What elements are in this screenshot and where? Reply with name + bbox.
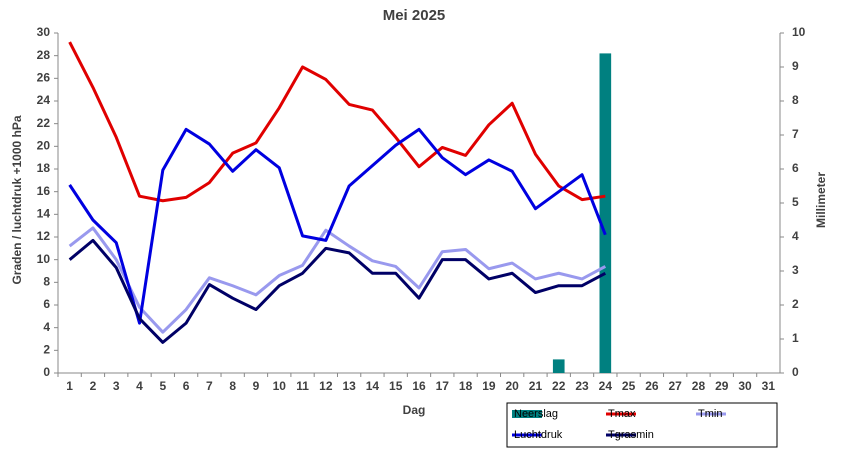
legend-label: Tgrasmin bbox=[608, 429, 654, 441]
y2-axis-label: Millimeter bbox=[814, 172, 828, 228]
y2-tick-label: 7 bbox=[792, 127, 799, 141]
x-tick-label: 17 bbox=[436, 379, 450, 393]
x-tick-label: 15 bbox=[389, 379, 403, 393]
legend-label: Tmax bbox=[608, 408, 636, 420]
legend-swatch bbox=[512, 410, 542, 418]
x-tick-label: 19 bbox=[482, 379, 496, 393]
x-tick-label: 10 bbox=[273, 379, 287, 393]
x-tick-label: 8 bbox=[229, 379, 236, 393]
x-tick-label: 26 bbox=[645, 379, 659, 393]
x-tick-label: 2 bbox=[90, 379, 97, 393]
x-tick-label: 4 bbox=[136, 379, 143, 393]
line bbox=[68, 226, 607, 334]
x-tick-label: 21 bbox=[529, 379, 543, 393]
y2-tick-label: 8 bbox=[792, 93, 799, 107]
y-tick-label: 20 bbox=[37, 139, 51, 153]
x-axis-label: Dag bbox=[403, 403, 426, 417]
x-tick-label: 25 bbox=[622, 379, 636, 393]
y2-tick-label: 1 bbox=[792, 331, 799, 345]
y2-tick-label: 10 bbox=[792, 25, 806, 39]
x-tick-label: 18 bbox=[459, 379, 473, 393]
y2-tick-label: 0 bbox=[792, 365, 799, 379]
x-tick-label: 31 bbox=[762, 379, 776, 393]
x-tick-label: 30 bbox=[738, 379, 752, 393]
y-tick-label: 14 bbox=[37, 207, 51, 221]
legend-label: Luchtdruk bbox=[514, 429, 563, 441]
legend-label: Neerslag bbox=[514, 408, 558, 420]
x-tick-label: 16 bbox=[412, 379, 426, 393]
legend-label: Tmin bbox=[698, 408, 722, 420]
x-tick-label: 9 bbox=[253, 379, 260, 393]
x-tick-label: 7 bbox=[206, 379, 213, 393]
x-tick-label: 27 bbox=[669, 379, 683, 393]
line bbox=[68, 41, 606, 203]
x-tick-label: 28 bbox=[692, 379, 706, 393]
x-tick-label: 22 bbox=[552, 379, 566, 393]
y-tick-label: 2 bbox=[43, 343, 50, 357]
y2-tick-label: 9 bbox=[792, 59, 799, 73]
line bbox=[68, 127, 607, 325]
y-tick-label: 6 bbox=[43, 297, 50, 311]
x-tick-label: 5 bbox=[159, 379, 166, 393]
x-tick-label: 6 bbox=[183, 379, 190, 393]
y-tick-label: 18 bbox=[37, 161, 51, 175]
x-tick-label: 3 bbox=[113, 379, 120, 393]
y2-tick-label: 4 bbox=[792, 229, 799, 243]
y-tick-label: 12 bbox=[37, 229, 51, 243]
x-tick-label: 12 bbox=[319, 379, 333, 393]
legend-box bbox=[506, 402, 778, 448]
y-tick-label: 28 bbox=[37, 48, 51, 62]
y-tick-label: 8 bbox=[43, 275, 50, 289]
y-tick-label: 0 bbox=[43, 365, 50, 379]
y-tick-label: 4 bbox=[43, 320, 50, 334]
y2-tick-label: 2 bbox=[792, 297, 799, 311]
y-tick-label: 30 bbox=[37, 25, 51, 39]
y-tick-label: 10 bbox=[37, 252, 51, 266]
y-tick-label: 22 bbox=[37, 116, 51, 130]
x-tick-label: 1 bbox=[66, 379, 73, 393]
bar bbox=[599, 53, 612, 374]
line bbox=[68, 238, 607, 344]
x-tick-label: 14 bbox=[366, 379, 380, 393]
bar bbox=[552, 359, 565, 373]
x-tick-label: 29 bbox=[715, 379, 729, 393]
y-tick-label: 24 bbox=[37, 93, 51, 107]
y2-tick-label: 6 bbox=[792, 161, 799, 175]
x-tick-label: 13 bbox=[342, 379, 356, 393]
y2-tick-label: 5 bbox=[792, 195, 799, 209]
x-tick-label: 23 bbox=[575, 379, 589, 393]
chart-title: Mei 2025 bbox=[383, 7, 446, 24]
x-tick-label: 20 bbox=[505, 379, 519, 393]
y-tick-label: 16 bbox=[37, 184, 51, 198]
y-axis-label: Graden / luchtdruk +1000 hPa bbox=[10, 115, 24, 284]
x-tick-label: 24 bbox=[599, 379, 613, 393]
y-tick-label: 26 bbox=[37, 71, 51, 85]
x-tick-label: 11 bbox=[296, 379, 309, 393]
y2-tick-label: 3 bbox=[792, 263, 799, 277]
